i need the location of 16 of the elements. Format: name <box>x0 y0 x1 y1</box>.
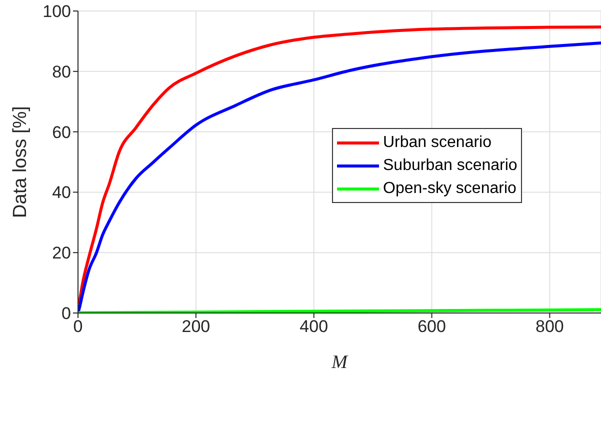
x-axis-title: M <box>330 352 349 373</box>
x-tick-label: 400 <box>300 317 328 336</box>
y-tick-label: 60 <box>52 122 71 142</box>
x-tick-label: 600 <box>418 317 446 336</box>
legend-label: Suburban scenario <box>383 156 518 176</box>
legend-label: Open-sky scenario <box>383 179 516 199</box>
y-tick-label: 40 <box>52 183 71 202</box>
y-tick-label: 20 <box>52 244 71 263</box>
y-tick-label: 0 <box>62 304 71 324</box>
x-tick-label: 200 <box>182 317 210 336</box>
y-axis-title: Data loss [%] <box>10 106 30 218</box>
x-tick-label: 800 <box>536 317 564 336</box>
x-tick-label: 0 <box>73 317 83 336</box>
y-tick-label: 80 <box>52 62 71 82</box>
legend-label: Urban scenario <box>383 133 492 153</box>
y-tick-label: 100 <box>42 2 71 22</box>
